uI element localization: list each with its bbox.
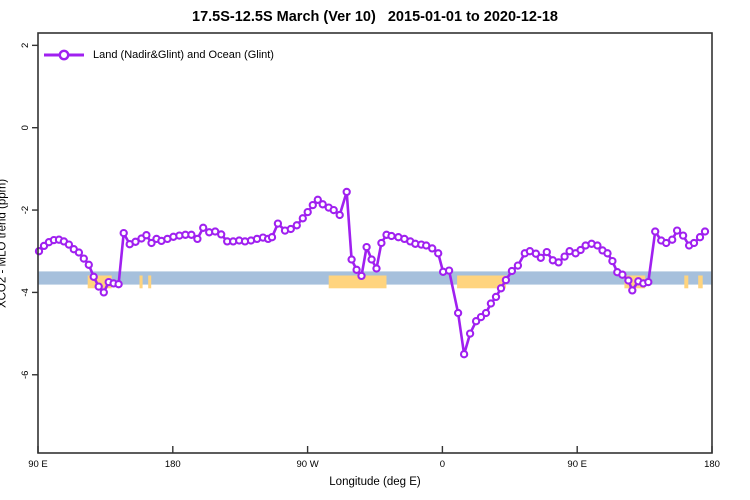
x-tick-label: 90 E	[567, 459, 587, 470]
data-point	[486, 299, 496, 308]
chart-title: 17.5S-12.5S March (Ver 10) 2015-01-01 to…	[192, 9, 558, 25]
data-point	[64, 240, 74, 249]
legend: Land (Nadir&Glint) and Ocean (Glint)	[42, 48, 274, 62]
data-point	[94, 282, 103, 291]
data-point	[318, 200, 327, 209]
data-point	[329, 205, 338, 215]
data-point	[199, 223, 208, 232]
land-band-segment	[457, 275, 506, 289]
data-point	[79, 254, 88, 263]
data-point	[678, 231, 688, 240]
x-tick-label: 0	[440, 459, 445, 470]
data-point	[695, 233, 705, 242]
data-point	[114, 280, 123, 289]
data-point	[273, 219, 283, 228]
data-point	[187, 230, 196, 239]
data-point	[303, 207, 312, 217]
data-point	[453, 308, 463, 318]
data-point	[560, 252, 569, 261]
data-point	[84, 260, 93, 269]
y-tick-label: -2	[20, 206, 31, 214]
data-point	[507, 266, 517, 276]
data-point	[342, 187, 351, 197]
data-point	[193, 234, 202, 244]
x-tick-label: 90 E	[28, 459, 48, 470]
x-tick-label: 90 W	[297, 459, 319, 470]
data-point	[347, 255, 356, 264]
data-point	[119, 228, 128, 238]
data-point	[651, 227, 660, 236]
data-point	[362, 242, 371, 252]
data-point	[377, 238, 386, 248]
land-band-segment	[684, 275, 689, 289]
data-point	[217, 230, 226, 239]
legend-label: Land (Nadir&Glint) and Ocean (Glint)	[93, 49, 274, 61]
y-axis-label: XCO2 - MLO trend (ppm)	[0, 178, 9, 309]
y-tick-label: -6	[20, 371, 31, 379]
data-point	[142, 231, 151, 240]
land-band-segment	[139, 275, 143, 289]
data-point	[298, 214, 307, 223]
data-point	[267, 233, 277, 242]
x-tick-label: 180	[704, 459, 720, 470]
data-point	[367, 255, 376, 264]
data-point	[292, 221, 301, 230]
data-point	[34, 247, 44, 256]
data-point	[628, 286, 637, 295]
data-point	[536, 253, 545, 262]
data-point	[689, 238, 699, 248]
data-point	[308, 200, 317, 210]
data-point	[476, 312, 486, 322]
data-point	[542, 247, 551, 257]
data-point	[496, 284, 506, 293]
data-point	[668, 235, 677, 244]
data-point	[608, 256, 617, 266]
data-point	[74, 248, 84, 257]
data-point	[131, 237, 140, 246]
data-point	[428, 244, 437, 253]
data-point	[357, 271, 366, 281]
data-point	[465, 329, 475, 338]
data-point	[147, 238, 156, 248]
data-point	[471, 317, 481, 326]
data-point	[335, 210, 344, 220]
land-band-segment	[148, 275, 152, 289]
data-point	[491, 292, 501, 302]
data-point	[352, 265, 361, 274]
data-point	[481, 308, 491, 318]
data-point	[434, 249, 443, 258]
data-point	[313, 195, 322, 204]
data-point	[444, 266, 454, 275]
data-point	[618, 270, 627, 279]
plot-frame	[37, 32, 713, 454]
y-tick-label: -4	[20, 288, 31, 296]
data-point	[513, 261, 523, 270]
data-point	[593, 241, 602, 250]
legend-marker-icon	[44, 49, 84, 61]
data-point	[501, 275, 511, 285]
data-point	[459, 350, 469, 359]
y-tick-label: 2	[20, 43, 31, 48]
data-point	[662, 238, 671, 248]
y-tick-label: 0	[20, 125, 31, 130]
data-point	[672, 226, 682, 235]
data-point	[99, 288, 108, 297]
data-point	[700, 227, 710, 236]
x-tick-label: 180	[165, 459, 181, 470]
data-point	[387, 231, 396, 241]
data-point	[644, 277, 653, 287]
data-point	[372, 264, 381, 273]
data-point	[554, 258, 563, 267]
data-point	[531, 249, 541, 258]
data-point	[89, 272, 98, 281]
x-axis-label: Longitude (deg E)	[329, 476, 421, 488]
land-band-segment	[328, 275, 387, 289]
land-band-segment	[698, 275, 703, 289]
data-point	[624, 276, 633, 285]
data-point	[603, 249, 612, 258]
data-point	[286, 224, 295, 234]
data-point	[576, 245, 585, 255]
